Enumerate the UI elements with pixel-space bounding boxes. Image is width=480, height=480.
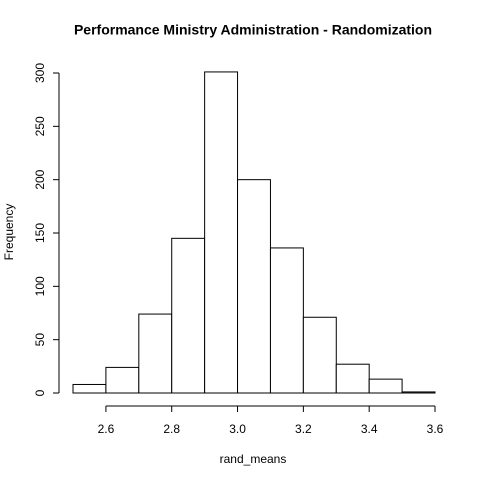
y-tick-label: 150 (33, 223, 47, 243)
x-tick-label: 2.8 (163, 422, 180, 436)
y-tick-label: 250 (33, 116, 47, 136)
x-axis-label: rand_means (220, 452, 287, 466)
bar (269, 247, 304, 394)
bar (368, 378, 403, 394)
bar (335, 363, 370, 394)
bar (302, 316, 337, 394)
bar (204, 71, 239, 394)
y-axis-label: Frequency (2, 204, 16, 261)
x-tick-label: 3.4 (361, 422, 378, 436)
bar (138, 313, 173, 394)
bar (237, 179, 271, 394)
bar (401, 391, 436, 394)
bar (171, 237, 206, 394)
y-tick-label: 0 (33, 389, 47, 396)
bar (72, 383, 107, 394)
bar (105, 366, 140, 394)
y-tick-label: 200 (33, 169, 47, 189)
x-tick-label: 2.6 (98, 422, 115, 436)
y-tick-label: 100 (33, 276, 47, 296)
y-tick-label: 300 (33, 63, 47, 83)
x-tick-label: 3.6 (427, 422, 444, 436)
x-tick-label: 3.2 (295, 422, 312, 436)
chart-title: Performance Ministry Administration - Ra… (74, 22, 432, 38)
x-tick-label: 3.0 (229, 422, 246, 436)
y-tick-label: 50 (33, 333, 47, 347)
